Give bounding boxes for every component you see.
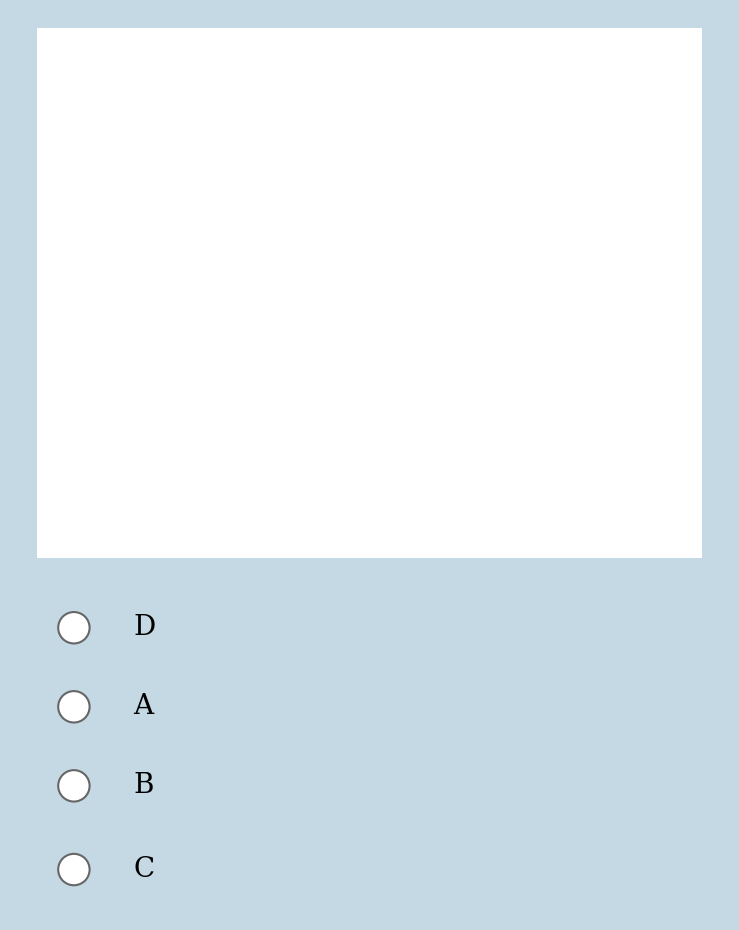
Bar [435, 225, 508, 479]
Bar [144, 167, 217, 479]
Text: B) The average number of meals consumed per person has decreased over time.: B) The average number of meals consumed … [64, 481, 545, 494]
Circle shape [58, 770, 89, 802]
Bar [290, 193, 363, 479]
Bar [582, 237, 654, 479]
Text: C: C [133, 856, 154, 884]
Text: correct?: correct? [393, 431, 449, 444]
Text: B: B [133, 772, 154, 800]
Text: A) The highest average number of meals consumed per person occurred in 2011.: A) The highest average number of meals c… [64, 452, 548, 465]
Title: Fast Food Meals 18- to 24-Year-Olds: Fast Food Meals 18- to 24-Year-Olds [231, 73, 567, 90]
Circle shape [58, 612, 89, 644]
Text: 24-year-olds.: 24-year-olds. [50, 57, 132, 70]
Text: D) The lowest average number of meals consumed per person occurred in 2011.: D) The lowest average number of meals co… [64, 539, 544, 552]
Circle shape [58, 854, 89, 885]
X-axis label: Year: Year [381, 507, 417, 521]
Text: not: not [367, 431, 389, 444]
Text: D: D [133, 614, 155, 642]
Text: The following chart shows the average number of fast food meals consumed per yea: The following chart shows the average nu… [50, 41, 652, 54]
Y-axis label: Annual Meals per Person: Annual Meals per Person [67, 211, 81, 365]
Text: C) The highest average number of meals consumed per person occurred in 2006.: C) The highest average number of meals c… [64, 511, 549, 524]
Text: A: A [133, 693, 153, 721]
Circle shape [58, 691, 89, 723]
Text: Which of the following statements is: Which of the following statements is [50, 431, 285, 444]
